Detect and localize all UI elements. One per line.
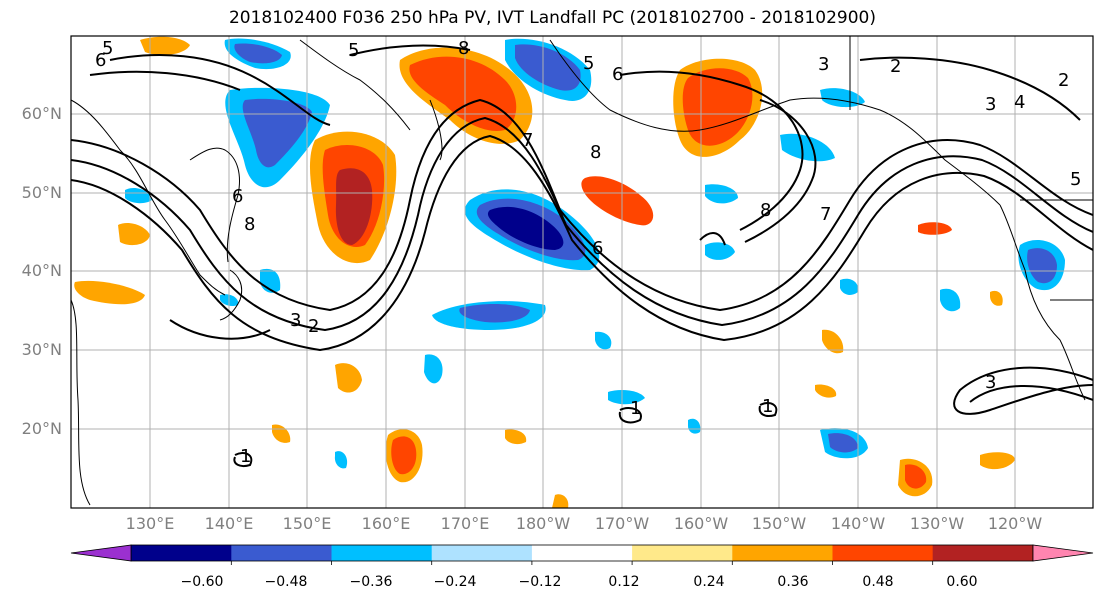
lon-label: 140°W <box>830 514 886 533</box>
contour-label: 5 <box>102 38 113 59</box>
contour-label: 6 <box>232 186 243 207</box>
contour-label: 2 <box>1058 70 1069 91</box>
contour-label: 3 <box>985 94 996 115</box>
lat-label: 20°N <box>21 419 62 438</box>
lon-label: 170°W <box>594 514 650 533</box>
colorbar-bin <box>932 545 1034 561</box>
contour-label: 4 <box>1014 92 1025 113</box>
colorbar-tick-label: −0.36 <box>349 574 393 590</box>
contour-label: 1 <box>630 398 641 419</box>
colorbar-extend-high <box>1032 544 1094 562</box>
colorbar-tick-label: 0.60 <box>946 574 978 590</box>
anomaly-shading <box>74 36 1065 508</box>
lon-label: 130°E <box>125 514 175 533</box>
lat-label: 40°N <box>21 261 62 280</box>
colorbar-tick-label: 0.24 <box>693 574 725 590</box>
colorbar-tick-label: −0.24 <box>433 574 477 590</box>
colorbar-bin <box>131 545 232 561</box>
colorbar-tick-label: 0.36 <box>777 574 809 590</box>
colorbar-bin <box>732 545 833 561</box>
lon-label: 180°W <box>515 514 571 533</box>
contour-label: 8 <box>458 38 469 59</box>
contour-label: 5 <box>348 40 359 61</box>
colorbar-bin <box>832 545 934 561</box>
colorbar-bin <box>331 545 433 561</box>
contour-label: 8 <box>244 214 255 235</box>
coastlines <box>71 36 1093 506</box>
lat-label: 50°N <box>21 183 62 202</box>
colorbar-tick-label: −0.48 <box>264 574 308 590</box>
colorbar-tick-label: 0.48 <box>862 574 894 590</box>
map-frame <box>70 35 1094 509</box>
lon-label: 130°W <box>909 514 965 533</box>
contour-label: 8 <box>590 142 601 163</box>
contour-label: 5 <box>1070 169 1081 190</box>
colorbar <box>70 544 1094 565</box>
contour-label: 6 <box>612 64 623 85</box>
colorbar-extend-low <box>70 544 132 562</box>
contour-label: 3 <box>290 310 301 331</box>
colorbar-bin <box>632 545 733 561</box>
lon-label: 140°E <box>204 514 254 533</box>
lat-label: 60°N <box>21 104 62 123</box>
lat-label: 30°N <box>21 340 62 359</box>
colorbar-tick-label: −0.60 <box>180 574 224 590</box>
contour-label: 3 <box>985 372 996 393</box>
contour-label: 2 <box>308 316 319 337</box>
contour-label: 1 <box>762 396 773 417</box>
lon-label: 150°E <box>282 514 332 533</box>
contour-labels: 5 6 5 5 6 3 2 2 3 8 8 7 8 6 7 8 4 5 3 2 … <box>95 38 1081 467</box>
contour-label: 1 <box>240 446 251 467</box>
lon-label: 170°E <box>440 514 490 533</box>
contour-label: 6 <box>95 50 106 71</box>
contour-label: 6 <box>592 238 603 259</box>
contour-label: 5 <box>583 53 594 74</box>
contour-label: 3 <box>818 54 829 75</box>
lon-label: 150°W <box>751 514 807 533</box>
contour-label: 2 <box>890 56 901 77</box>
colorbar-bin <box>531 545 633 561</box>
graticule <box>71 36 1093 508</box>
contour-label: 7 <box>522 130 533 151</box>
colorbar-bin <box>431 545 533 561</box>
contour-label: 7 <box>820 204 831 225</box>
colorbar-bin <box>231 545 333 561</box>
contour-label: 8 <box>760 200 771 221</box>
lon-label: 160°W <box>673 514 729 533</box>
colorbar-tick-label: −0.12 <box>518 574 562 590</box>
colorbar-tick-label: 0.12 <box>608 574 640 590</box>
map-field: 5 6 5 5 6 3 2 2 3 8 8 7 8 6 7 8 4 5 3 2 … <box>71 36 1093 508</box>
colorbar-frame <box>130 544 1034 562</box>
map-title: 2018102400 F036 250 hPa PV, IVT Landfall… <box>228 8 876 28</box>
lon-label: 120°W <box>987 514 1043 533</box>
pv-contours <box>71 44 1093 467</box>
lon-label: 160°E <box>361 514 411 533</box>
